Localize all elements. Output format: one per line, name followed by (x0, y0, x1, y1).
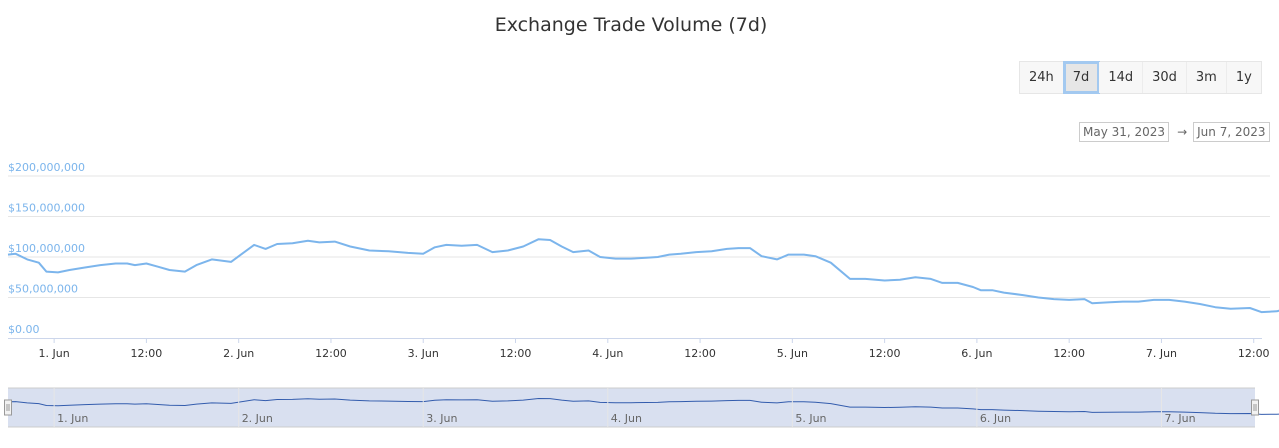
navigator-label: 2. Jun (242, 412, 273, 425)
x-tick-label: 4. Jun (592, 347, 623, 360)
range-selector: 24h 7d 14d 30d 3m 1y (1019, 61, 1262, 94)
y-tick-label: $100,000,000 (8, 242, 85, 255)
navigator-label: 5. Jun (795, 412, 826, 425)
range-button-30d[interactable]: 30d (1143, 62, 1187, 93)
x-tick-label: 1. Jun (39, 347, 70, 360)
navigator-right-handle[interactable] (1251, 399, 1259, 416)
x-tick-label: 12:00 (500, 347, 532, 360)
navigator-label: 3. Jun (426, 412, 457, 425)
x-tick-label: 3. Jun (408, 347, 439, 360)
navigator-label: 1. Jun (57, 412, 88, 425)
x-tick-label: 12:00 (1053, 347, 1085, 360)
x-tick-label: 12:00 (1238, 347, 1270, 360)
date-range-arrow: → (1177, 125, 1188, 139)
chart-title: Exchange Trade Volume (7d) (494, 14, 768, 36)
range-button-14d[interactable]: 14d (1099, 62, 1144, 93)
x-tick-label: 12:00 (315, 347, 347, 360)
range-button-3m[interactable]: 3m (1186, 62, 1227, 93)
x-tick-label: 12:00 (131, 347, 163, 360)
x-tick-label: 12:00 (869, 347, 901, 360)
range-button-24h[interactable]: 24h (1020, 62, 1064, 93)
date-range-inputs: May 31, 2023 → Jun 7, 2023 (1079, 122, 1270, 142)
date-from-input[interactable]: May 31, 2023 (1079, 122, 1170, 142)
x-tick-label: 7. Jun (1146, 347, 1177, 360)
y-tick-label: $200,000,000 (8, 161, 85, 174)
y-tick-label: $150,000,000 (8, 202, 85, 215)
navigator-selection[interactable] (8, 388, 1255, 427)
navigator-label: 6. Jun (980, 412, 1011, 425)
x-tick-label: 6. Jun (961, 347, 992, 360)
x-tick-label: 2. Jun (223, 347, 254, 360)
navigator-label: 4. Jun (611, 412, 642, 425)
range-button-7d[interactable]: 7d (1062, 61, 1101, 94)
x-tick-label: 12:00 (684, 347, 716, 360)
date-to-input[interactable]: Jun 7, 2023 (1193, 122, 1270, 142)
navigator-left-handle[interactable] (4, 399, 12, 416)
series-line (7, 238, 1279, 314)
y-tick-label: $50,000,000 (8, 283, 78, 296)
range-button-1y[interactable]: 1y (1226, 62, 1261, 93)
handle-body[interactable] (1251, 399, 1259, 416)
handle-body[interactable] (4, 399, 12, 416)
navigator-label: 7. Jun (1164, 412, 1195, 425)
navigator-series-line (7, 397, 1279, 415)
x-tick-label: 5. Jun (777, 347, 808, 360)
y-tick-label: $0.00 (8, 323, 40, 336)
